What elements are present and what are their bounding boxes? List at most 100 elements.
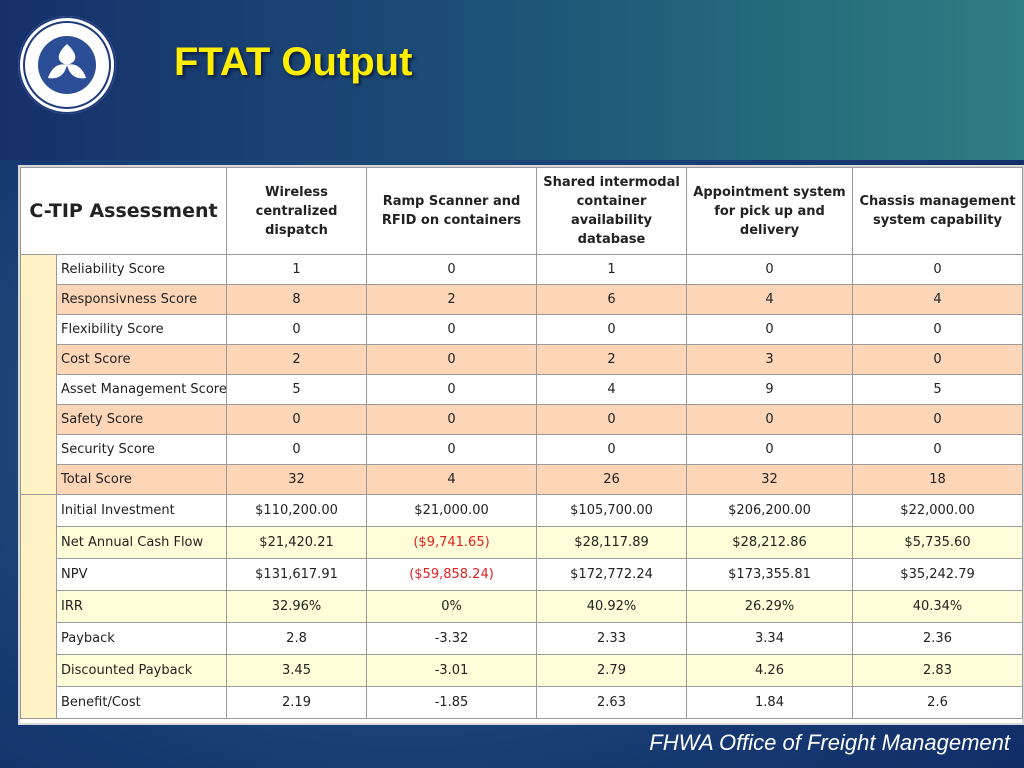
seal-core bbox=[38, 36, 96, 94]
table-cell: 40.92% bbox=[536, 590, 688, 623]
row-label: Cost Score bbox=[55, 344, 228, 375]
table-cell: 4.26 bbox=[686, 654, 854, 687]
table-row: Total Score 32 4 26 32 18 bbox=[21, 464, 1024, 495]
table-cell: 0 bbox=[536, 404, 688, 435]
table-cell: 0 bbox=[536, 314, 688, 345]
table-cell: -3.32 bbox=[366, 622, 538, 655]
table-cell: 32 bbox=[226, 464, 368, 495]
table-cell: 4 bbox=[366, 464, 538, 495]
table-cell: $21,000.00 bbox=[366, 494, 538, 527]
table-cell: 0 bbox=[536, 434, 688, 465]
row-label: Flexibility Score bbox=[55, 314, 228, 345]
table-cell: 0 bbox=[366, 374, 538, 405]
table-cell: 2 bbox=[366, 284, 538, 315]
table-row: Cost Score 2 0 2 3 0 bbox=[21, 344, 1024, 375]
table-cell: 0 bbox=[686, 314, 854, 345]
table-cell: $21,420.21 bbox=[226, 526, 368, 559]
table-row: Payback 2.8 -3.32 2.33 3.34 2.36 bbox=[21, 622, 1024, 655]
table-cell: 0 bbox=[852, 344, 1024, 375]
table-cell: $172,772.24 bbox=[536, 558, 688, 591]
table-cell: $35,242.79 bbox=[852, 558, 1024, 591]
column-header: Shared intermodal container availability… bbox=[536, 167, 688, 255]
table-cell: 26.29% bbox=[686, 590, 854, 623]
table-row: Safety Score 0 0 0 0 0 bbox=[21, 404, 1024, 435]
table-cell: 0 bbox=[686, 404, 854, 435]
ctip-assessment-table: C-TIP Assessment Wireless centralized di… bbox=[19, 167, 1024, 719]
table-cell: 0 bbox=[226, 434, 368, 465]
row-label: Payback bbox=[55, 622, 228, 655]
table-row: Benefit/Cost 2.19 -1.85 2.63 1.84 2.6 bbox=[21, 686, 1024, 719]
table-cell: 0 bbox=[226, 404, 368, 435]
table-row: Quantitative SummaryInitial Investment$1… bbox=[20, 494, 1024, 719]
table-cell: 0 bbox=[366, 434, 538, 465]
qualitative-summary-label: Qualitative Summary bbox=[20, 254, 57, 495]
table-row: Net Annual Cash Flow $21,420.21 ($9,741.65… bbox=[21, 526, 1024, 559]
table-cell: 2.79 bbox=[536, 654, 688, 687]
column-header: Chassis management system capability bbox=[852, 167, 1024, 255]
corner-header: C-TIP Assessment bbox=[19, 167, 228, 255]
table-cell: $110,200.00 bbox=[226, 494, 368, 527]
table-cell: 3.34 bbox=[686, 622, 854, 655]
row-label: Safety Score bbox=[55, 404, 228, 435]
table-cell: 9 bbox=[686, 374, 854, 405]
table-cell: 3.45 bbox=[226, 654, 368, 687]
row-label: Security Score bbox=[55, 434, 228, 465]
table-cell: $5,735.60 bbox=[852, 526, 1024, 559]
column-header: Appointment system for pick up and deliv… bbox=[686, 167, 854, 255]
table-cell: 5 bbox=[852, 374, 1024, 405]
assessment-table-frame: C-TIP Assessment Wireless centralized di… bbox=[18, 165, 1024, 725]
table-row: IRR 32.96% 0% 40.92% 26.29% 40.34% bbox=[21, 590, 1024, 623]
table-cell: $105,700.00 bbox=[536, 494, 688, 527]
table-cell: 0 bbox=[852, 254, 1024, 285]
table-row: Flexibility Score 0 0 0 0 0 bbox=[21, 314, 1024, 345]
dot-seal-icon bbox=[18, 16, 116, 114]
table-cell: 4 bbox=[686, 284, 854, 315]
table-row: Security Score 0 0 0 0 0 bbox=[21, 434, 1024, 465]
table-cell: 0 bbox=[366, 254, 538, 285]
table-cell: 26 bbox=[536, 464, 688, 495]
table-cell: 0 bbox=[366, 404, 538, 435]
table-row: NPV $131,617.91 ($59,858.24) $172,772.24 $17… bbox=[21, 558, 1024, 591]
table-cell: ($59,858.24) bbox=[366, 558, 538, 591]
row-label: Discounted Payback bbox=[55, 654, 228, 687]
table-cell: 2.6 bbox=[852, 686, 1024, 719]
table-cell: -1.85 bbox=[366, 686, 538, 719]
table-cell: 6 bbox=[536, 284, 688, 315]
table-cell: 0 bbox=[852, 314, 1024, 345]
table-cell: 18 bbox=[852, 464, 1024, 495]
page-title: FTAT Output bbox=[174, 40, 413, 84]
table-cell: 0 bbox=[852, 434, 1024, 465]
seal-ring bbox=[23, 21, 111, 109]
row-label: Asset Management Score bbox=[55, 374, 228, 405]
table-cell: ($9,741.65) bbox=[366, 526, 538, 559]
row-label: Responsivness Score bbox=[55, 284, 228, 315]
table-cell: $206,200.00 bbox=[686, 494, 854, 527]
table-cell: 40.34% bbox=[852, 590, 1024, 623]
table-cell: 2.8 bbox=[226, 622, 368, 655]
table-cell: 1.84 bbox=[686, 686, 854, 719]
row-label: NPV bbox=[55, 558, 228, 591]
table-cell: 8 bbox=[226, 284, 368, 315]
table-cell: 0 bbox=[852, 404, 1024, 435]
table-row: Asset Management Score 5 0 4 9 5 bbox=[21, 374, 1024, 405]
table-cell: 0 bbox=[366, 344, 538, 375]
quantitative-summary-label: Quantitative Summary bbox=[20, 494, 57, 719]
row-label: IRR bbox=[55, 590, 228, 623]
table-cell: 0 bbox=[366, 314, 538, 345]
table-cell: -3.01 bbox=[366, 654, 538, 687]
row-label: Net Annual Cash Flow bbox=[55, 526, 228, 559]
table-cell: 2.63 bbox=[536, 686, 688, 719]
column-header: Wireless centralized dispatch bbox=[226, 167, 368, 255]
table-row: Responsivness Score 8 2 6 4 4 bbox=[21, 284, 1024, 315]
column-header: Ramp Scanner and RFID on containers bbox=[366, 167, 538, 255]
table-cell: $28,117.89 bbox=[536, 526, 688, 559]
table-cell: 2.19 bbox=[226, 686, 368, 719]
table-cell: 1 bbox=[536, 254, 688, 285]
table-cell: 0 bbox=[686, 434, 854, 465]
table-cell: 2.36 bbox=[852, 622, 1024, 655]
title-band bbox=[0, 0, 1024, 160]
row-label: Benefit/Cost bbox=[55, 686, 228, 719]
table-cell: 32.96% bbox=[226, 590, 368, 623]
row-label: Reliability Score bbox=[55, 254, 228, 285]
table-row: Qualitative SummaryReliability Score1010… bbox=[20, 254, 1024, 495]
